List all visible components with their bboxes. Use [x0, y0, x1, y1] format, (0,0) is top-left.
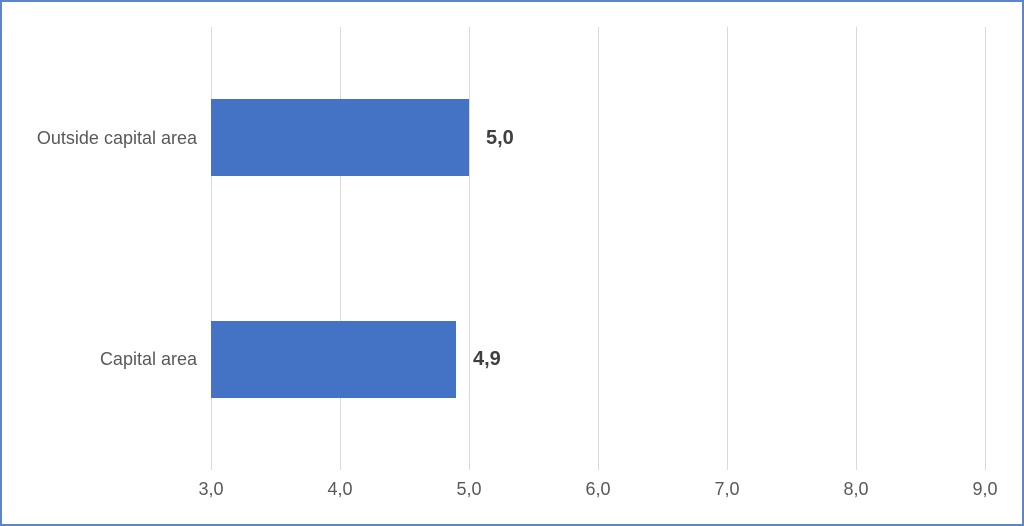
x-axis-tick-label: 4,0	[327, 479, 353, 499]
gridline	[211, 27, 212, 470]
gridline	[469, 27, 470, 470]
data-label-outside-capital-area: 5,0	[486, 127, 514, 149]
category-label-outside-capital-area: Outside capital area	[36, 128, 197, 148]
gridline	[985, 27, 986, 470]
x-axis-tick-label: 5,0	[456, 479, 482, 499]
bar-capital-area	[211, 321, 456, 398]
x-axis-tick-label: 8,0	[843, 479, 869, 499]
x-axis-tick-label: 3,0	[198, 479, 224, 499]
category-label-capital-area: Capital area	[99, 349, 197, 369]
x-axis-tick-label: 6,0	[585, 479, 611, 499]
x-axis-tick-label: 7,0	[714, 479, 740, 499]
gridline	[856, 27, 857, 470]
gridline	[727, 27, 728, 470]
bar-outside-capital-area	[211, 99, 469, 176]
x-axis-tick-label: 9,0	[972, 479, 998, 499]
gridline	[340, 27, 341, 470]
gridline	[598, 27, 599, 470]
data-label-capital-area: 4,9	[473, 348, 501, 370]
